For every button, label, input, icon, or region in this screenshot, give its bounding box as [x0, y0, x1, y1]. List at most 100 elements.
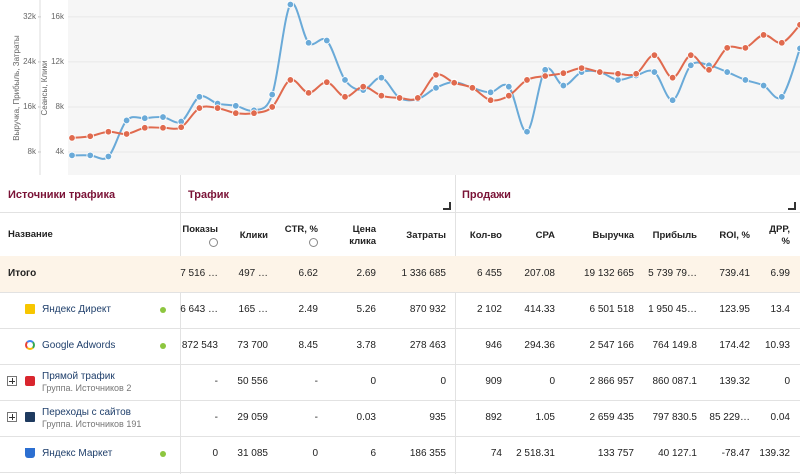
table-cell: 870 932: [409, 304, 446, 315]
data-point: [541, 72, 549, 80]
table-cell: 6 643 …: [180, 304, 218, 315]
header-text: Цена клика: [349, 224, 376, 247]
table-cell: 946: [485, 340, 502, 351]
row-subtitle: Группа. Источников 191: [42, 419, 142, 429]
data-point: [505, 91, 513, 100]
help-icon[interactable]: [209, 238, 218, 247]
table-cell: 0: [440, 376, 446, 387]
data-point: [486, 96, 495, 104]
data-point: [304, 89, 313, 97]
source-icon: [25, 376, 35, 386]
help-icon[interactable]: [309, 238, 318, 247]
source-icon: [25, 448, 35, 458]
y-tick-label: 12k: [51, 57, 65, 66]
table-cell: -: [314, 376, 318, 387]
table-cell: 0: [549, 376, 555, 387]
table-cell: 764 149.8: [652, 340, 698, 351]
table-cell: 872 543: [181, 340, 218, 351]
data-point: [141, 124, 149, 132]
table-cell: 414.33: [524, 304, 555, 315]
row-name: Итого: [8, 268, 37, 279]
source-icon: [25, 340, 35, 350]
header-text: Прибыль: [652, 230, 697, 241]
data-point: [359, 82, 367, 91]
data-point: [195, 93, 204, 101]
data-point: [705, 66, 713, 74]
table-cell: 2 102: [476, 304, 502, 315]
column-header: CPA: [515, 230, 555, 242]
data-point: [195, 104, 204, 112]
data-point: [104, 128, 113, 136]
y-tick-label: 4k: [56, 147, 65, 156]
row-line: [0, 364, 800, 365]
data-point: [341, 93, 349, 101]
data-point: [523, 128, 531, 136]
row-name[interactable]: Яндекс Директ: [42, 304, 111, 315]
data-point: [559, 69, 568, 77]
data-point: [650, 68, 659, 76]
column-header: Название: [8, 229, 53, 240]
data-point: [377, 73, 386, 82]
table-cell: 139.32: [759, 448, 790, 459]
table-cell: 74: [490, 448, 502, 459]
source-icon: [25, 304, 35, 314]
table-cell: 6.99: [770, 268, 790, 279]
expand-button[interactable]: [7, 412, 17, 422]
header-text: CPA: [535, 230, 555, 241]
data-point: [232, 102, 240, 110]
table-cell: 6 455: [476, 268, 502, 279]
column-header: Прибыль: [637, 230, 697, 242]
row-name[interactable]: Прямой трафик: [42, 371, 115, 382]
group-header: Источники трафика: [8, 189, 116, 201]
table-cell: 10.93: [764, 340, 790, 351]
data-point: [304, 39, 313, 47]
data-point: [432, 71, 440, 79]
expand-icon[interactable]: [788, 202, 796, 210]
column-header: Выручка: [574, 230, 635, 242]
header-text: ДРР, %: [769, 224, 790, 247]
row-name[interactable]: Google Adwords: [42, 340, 116, 351]
y-axis-label: Сеансы, Клики: [40, 60, 49, 115]
table-cell: 2.49: [298, 304, 318, 315]
table-cell: 40 127.1: [658, 448, 697, 459]
expand-button[interactable]: [7, 376, 17, 386]
y2-tick-label: 24k: [23, 57, 37, 66]
table-cell: 186 355: [409, 448, 446, 459]
table-cell: 13.4: [770, 304, 790, 315]
expand-icon[interactable]: [443, 202, 451, 210]
row-line: [0, 472, 800, 473]
group-header: Продажи: [462, 189, 511, 201]
row-line: [0, 400, 800, 401]
row-name[interactable]: Яндекс Маркет: [42, 448, 113, 459]
data-point: [632, 70, 640, 78]
row-line: [0, 328, 800, 329]
data-point: [596, 68, 604, 76]
table-cell: 2 659 435: [589, 412, 635, 423]
table-cell: -: [214, 376, 218, 387]
data-point: [614, 76, 622, 84]
divider: [455, 175, 456, 474]
table-cell: 935: [429, 412, 446, 423]
data-point: [341, 76, 349, 84]
table-cell: 278 463: [409, 340, 446, 351]
row-subtitle: Группа. Источников 2: [42, 383, 132, 393]
table-cell: 6.62: [298, 268, 318, 279]
data-point: [177, 123, 185, 131]
table-cell: 133 757: [597, 448, 634, 459]
row-name[interactable]: Переходы с сайтов: [42, 407, 131, 418]
table-cell: 892: [485, 412, 502, 423]
table-cell: 8.45: [298, 340, 318, 351]
data-point: [323, 36, 331, 45]
table-cell: 1 950 45…: [648, 304, 697, 315]
data-point: [286, 76, 295, 84]
header-text: CTR, %: [284, 224, 318, 235]
table-cell: 0: [212, 448, 218, 459]
data-point: [650, 51, 659, 59]
table-cell: 73 700: [237, 340, 268, 351]
data-point: [668, 96, 677, 104]
table-cell: 497 …: [238, 268, 268, 279]
data-point: [213, 104, 222, 112]
data-point: [796, 21, 800, 29]
chart: Выручка, Прибыль, Затраты Сеансы, Клики …: [0, 0, 800, 175]
table-cell: -78.47: [721, 448, 750, 459]
